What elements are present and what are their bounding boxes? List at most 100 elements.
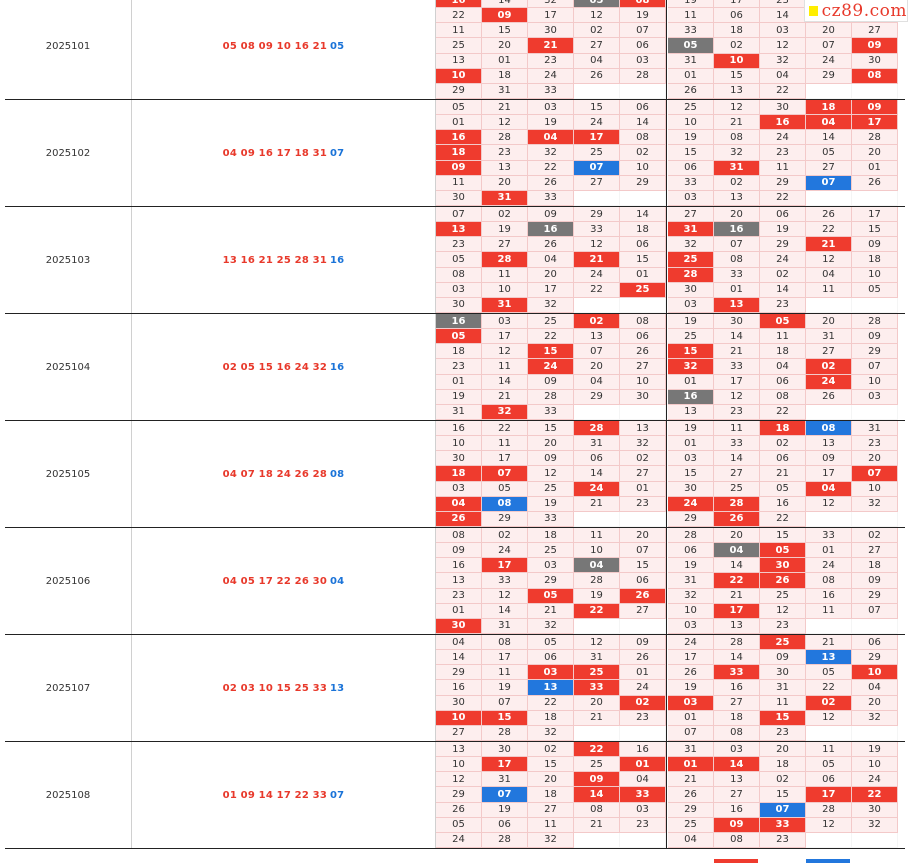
grid-cell: 14 [620,115,666,131]
site-logo[interactable]: cz89.com [804,0,908,22]
grid-cell-red-hit: 22 [852,787,898,803]
grid-cell: 29 [436,665,482,681]
grid-cell: 21 [482,100,528,116]
grid-cell: 08 [714,725,760,741]
grid-cell: 03 [714,742,760,758]
grid-cell: 09 [806,451,852,467]
grid-cell: 11 [436,175,482,191]
grid-cell: 31 [482,618,528,634]
grid-cell: 19 [668,680,714,696]
grid-cell: 26 [620,344,666,360]
grid-cell: 27 [528,802,574,818]
grid-cell-repeat: 16 [668,389,714,405]
grid-cell: 10 [482,282,528,298]
grid-cell: 33 [528,190,574,206]
grid-cell: 12 [714,389,760,405]
number-distribution-grid: 16 03 25 02 08 05 17 22 13 06 18 12 15 07 26 23 11 24 20 27… [436,314,905,420]
grid-cell: 32 [528,725,574,741]
grid-cell: 29 [852,588,898,604]
grid-cell-repeat: 05 [668,38,714,54]
grid-cell: 02 [714,38,760,54]
partial-cell [806,859,850,863]
grid-cell-red-hit: 09 [852,38,898,54]
grid-cell: 19 [668,421,714,437]
grid-cell: 01 [852,160,898,176]
grid-cell-blue-hit: 07 [806,175,852,191]
grid-cell: 29 [436,787,482,803]
grid-cell: 23 [760,0,806,9]
grid-cell: 19 [482,802,528,818]
grid-cell: 28 [528,389,574,405]
grid-cell: 13 [436,53,482,69]
grid-cell: 10 [852,267,898,283]
grid-cell: 25 [668,100,714,116]
grid-cell: 20 [574,359,620,375]
grid-cell-red-hit: 24 [668,496,714,512]
grid-cell: 24 [806,53,852,69]
grid-cell: 28 [852,130,898,146]
grid-cell: 06 [852,635,898,651]
grid-left-block: 04 08 05 12 09 14 17 06 31 26 29 11 03 25 01 16 19 13 33 24… [436,635,667,741]
grid-cell: 30 [668,282,714,298]
grid-cell: 24 [620,680,666,696]
grid-cell-red-hit: 14 [574,787,620,803]
winning-numbers: 13 16 21 25 28 31 16 [132,207,436,313]
grid-cell: 13 [714,190,760,206]
grid-cell: 12 [806,817,852,833]
grid-cell: 10 [852,481,898,497]
grid-cell-red-hit: 09 [574,772,620,788]
grid-cell: 30 [436,190,482,206]
grid-cell: 12 [760,603,806,619]
grid-cell: 04 [436,635,482,651]
grid-cell: 23 [620,710,666,726]
grid-cell: 30 [760,100,806,116]
grid-cell: 12 [806,252,852,268]
grid-cell-red-hit: 02 [574,314,620,330]
grid-cell: 11 [806,282,852,298]
grid-cell: 32 [852,710,898,726]
grid-cell: 12 [574,635,620,651]
grid-cell: 03 [668,451,714,467]
grid-cell: 19 [668,0,714,9]
grid-cell: 01 [668,374,714,390]
blue-ball: 07 [329,147,345,159]
grid-cell: 01 [620,665,666,681]
grid-cell: 29 [574,207,620,223]
grid-cell: 03 [528,100,574,116]
grid-cell: 05 [436,100,482,116]
grid-cell: 18 [482,68,528,84]
grid-cell-red-hit: 30 [436,618,482,634]
grid-cell: 28 [806,802,852,818]
grid-cell: 11 [760,329,806,345]
grid-cell-empty [620,190,666,206]
grid-cell: 01 [714,282,760,298]
grid-cell: 23 [620,817,666,833]
grid-cell: 30 [482,742,528,758]
grid-cell: 32 [528,618,574,634]
grid-cell: 24 [482,543,528,559]
grid-cell: 07 [714,237,760,253]
grid-cell-blue-hit: 07 [574,160,620,176]
grid-cell: 24 [760,130,806,146]
grid-cell-red-hit: 25 [760,635,806,651]
grid-cell: 15 [760,787,806,803]
grid-cell-empty [852,83,898,99]
grid-cell-red-hit: 25 [668,252,714,268]
grid-cell: 30 [436,451,482,467]
grid-cell: 23 [760,618,806,634]
grid-cell: 27 [668,207,714,223]
grid-cell-red-hit: 26 [760,573,806,589]
grid-cell-red-hit: 16 [760,115,806,131]
grid-cell: 04 [620,772,666,788]
grid-cell: 11 [668,8,714,24]
grid-cell-empty [620,404,666,420]
grid-cell: 12 [806,710,852,726]
table-row: 2025106 04 05 17 22 26 30 04 08 02 18 11 20 09 24… [5,528,905,635]
grid-cell: 18 [852,558,898,574]
grid-cell-red-hit: 22 [574,603,620,619]
grid-cell: 06 [620,237,666,253]
grid-cell: 32 [714,145,760,161]
grid-left-block: 16 22 15 28 13 10 11 20 31 32 30 17 09 06 02 18 07 12 14 27… [436,421,667,527]
number-distribution-grid: 04 08 05 12 09 14 17 06 31 26 29 11 03 25 01 16 19 13 33 24… [436,635,905,741]
grid-cell-empty [574,190,620,206]
